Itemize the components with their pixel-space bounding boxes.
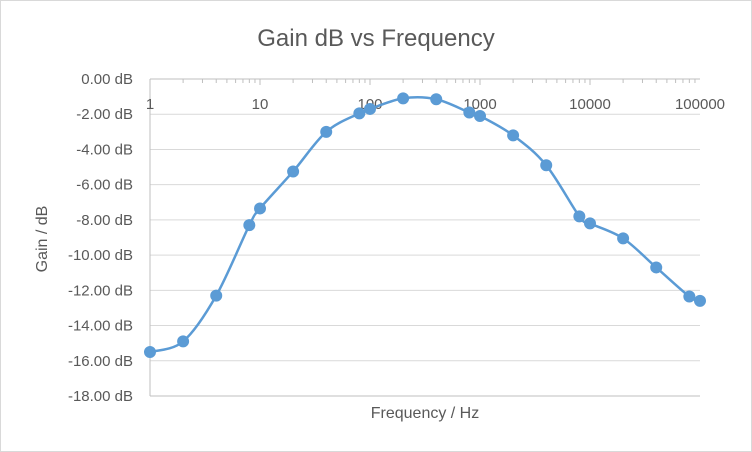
x-tick-label: 10000 bbox=[569, 96, 611, 113]
y-tick-label: -10.00 dB bbox=[68, 247, 133, 264]
data-point bbox=[144, 345, 156, 358]
data-point bbox=[210, 289, 223, 302]
data-point bbox=[430, 93, 443, 106]
x-tick-labels: 110100100010000100000 bbox=[146, 96, 725, 113]
data-point bbox=[353, 107, 366, 120]
data-point bbox=[507, 129, 520, 142]
chart-title: Gain dB vs Frequency bbox=[257, 25, 494, 52]
data-point bbox=[397, 92, 410, 105]
data-point bbox=[683, 290, 696, 303]
y-tick-label: -16.00 dB bbox=[68, 353, 133, 370]
data-point bbox=[463, 106, 476, 119]
y-tick-label: -14.00 dB bbox=[68, 318, 133, 335]
data-point bbox=[254, 202, 266, 215]
data-point bbox=[243, 219, 256, 232]
data-point bbox=[364, 102, 376, 115]
y-tick-label: -2.00 dB bbox=[76, 106, 133, 123]
data-point bbox=[320, 125, 333, 138]
data-point bbox=[474, 109, 486, 122]
data-point bbox=[540, 159, 553, 172]
data-point bbox=[177, 335, 190, 348]
y-tick-label: -6.00 dB bbox=[76, 177, 133, 194]
data-point bbox=[573, 210, 586, 223]
data-point bbox=[694, 294, 706, 307]
data-series bbox=[144, 92, 706, 358]
x-axis-title: Frequency / Hz bbox=[371, 405, 479, 422]
y-axis-title: Gain / dB bbox=[34, 206, 51, 273]
y-tick-labels: 0.00 dB -2.00 dB -4.00 dB -6.00 dB -8.00 dB -… bbox=[68, 71, 133, 405]
x-tick-label: 10 bbox=[252, 96, 269, 113]
data-point bbox=[584, 217, 596, 230]
y-tick-label: -18.00 dB bbox=[68, 388, 133, 405]
series-line bbox=[149, 96, 701, 354]
y-tick-label: -12.00 dB bbox=[68, 282, 133, 299]
x-tick-label: 1 bbox=[146, 96, 154, 113]
x-tick-label: 100000 bbox=[675, 96, 725, 113]
data-point bbox=[617, 232, 630, 245]
y-tick-label: 0.00 dB bbox=[81, 71, 133, 88]
gridlines bbox=[149, 78, 700, 397]
data-point bbox=[650, 261, 663, 274]
y-tick-label: -8.00 dB bbox=[76, 212, 133, 229]
data-point bbox=[287, 165, 300, 178]
y-tick-label: -4.00 dB bbox=[76, 141, 133, 158]
